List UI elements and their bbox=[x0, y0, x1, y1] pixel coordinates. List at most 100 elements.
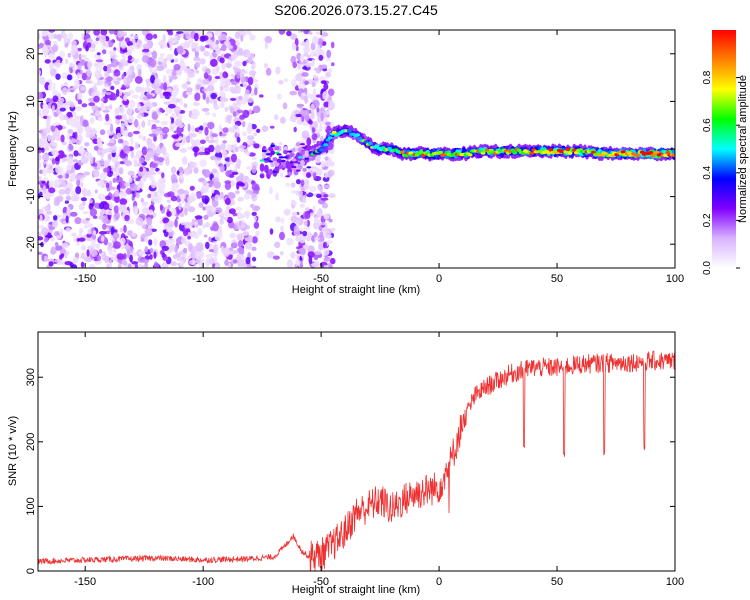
noise-cell bbox=[222, 247, 231, 256]
noise-cell bbox=[303, 30, 310, 35]
noise-cell bbox=[293, 228, 301, 237]
ridge-cell bbox=[363, 140, 369, 144]
ridge-cell bbox=[293, 161, 299, 164]
noise-cell bbox=[278, 141, 283, 146]
noise-cell bbox=[93, 256, 98, 262]
noise-cell bbox=[251, 265, 257, 268]
noise-cell bbox=[169, 95, 177, 104]
noise-cell bbox=[112, 172, 119, 177]
noise-cell bbox=[137, 103, 141, 111]
noise-cell bbox=[244, 241, 253, 250]
noise-cell bbox=[246, 139, 254, 145]
noise-cell bbox=[203, 72, 209, 79]
noise-cell bbox=[302, 66, 308, 70]
noise-cell bbox=[198, 129, 203, 135]
noise-cell bbox=[237, 197, 244, 202]
noise-cell bbox=[316, 193, 322, 199]
noise-cell bbox=[97, 148, 101, 156]
noise-cell bbox=[242, 109, 250, 119]
ridge-cell bbox=[387, 146, 392, 151]
noise-cell bbox=[118, 63, 123, 68]
noise-cell bbox=[222, 71, 228, 79]
noise-cell bbox=[205, 253, 213, 259]
noise-cell bbox=[113, 69, 121, 77]
noise-cell bbox=[129, 99, 136, 109]
noise-cell bbox=[275, 192, 279, 201]
ridge-cell bbox=[421, 153, 426, 157]
noise-cell bbox=[283, 208, 291, 216]
noise-cell bbox=[129, 219, 134, 224]
noise-cell bbox=[194, 215, 203, 220]
noise-cell bbox=[90, 47, 96, 52]
noise-cell bbox=[296, 253, 300, 260]
noise-cell bbox=[147, 193, 152, 199]
noise-cell bbox=[237, 259, 245, 268]
noise-cell bbox=[291, 79, 298, 88]
noise-cell bbox=[207, 85, 215, 92]
noise-cell bbox=[211, 186, 215, 194]
noise-cell bbox=[85, 217, 90, 221]
noise-cell bbox=[280, 217, 285, 224]
noise-cell bbox=[132, 94, 139, 99]
noise-cell bbox=[301, 130, 310, 139]
noise-cell bbox=[242, 131, 247, 136]
ridge-cell bbox=[480, 151, 486, 155]
noise-cell bbox=[128, 89, 135, 95]
y-tick-label: 0 bbox=[25, 568, 37, 574]
noise-cell bbox=[135, 217, 144, 226]
noise-cell bbox=[321, 106, 326, 110]
noise-cell bbox=[134, 141, 139, 150]
noise-cell bbox=[154, 194, 162, 204]
noise-cell bbox=[176, 45, 184, 55]
noise-cell bbox=[108, 186, 116, 191]
noise-cell bbox=[57, 175, 64, 179]
noise-cell bbox=[93, 40, 99, 45]
noise-cell bbox=[189, 259, 197, 265]
noise-cell bbox=[66, 195, 71, 201]
noise-cell bbox=[236, 126, 240, 134]
ridge-cell bbox=[554, 151, 560, 155]
noise-cell bbox=[313, 120, 318, 129]
noise-cell bbox=[59, 107, 66, 112]
noise-cell bbox=[139, 167, 144, 173]
noise-cell bbox=[95, 37, 100, 42]
noise-cell bbox=[133, 34, 139, 39]
noise-cell bbox=[199, 125, 204, 131]
noise-cell bbox=[199, 79, 204, 85]
noise-cell bbox=[168, 103, 176, 109]
ridge-cell bbox=[285, 175, 290, 178]
noise-cell bbox=[221, 62, 226, 71]
noise-cell bbox=[207, 139, 216, 144]
noise-cell bbox=[131, 39, 136, 44]
noise-cell bbox=[304, 179, 310, 186]
noise-cell bbox=[199, 159, 207, 168]
ridge-cell bbox=[399, 150, 405, 154]
noise-cell bbox=[181, 83, 189, 89]
noise-cell bbox=[211, 133, 218, 138]
noise-cell bbox=[171, 112, 177, 119]
noise-cell bbox=[202, 92, 206, 100]
noise-cell bbox=[64, 187, 71, 195]
noise-cell bbox=[236, 109, 244, 114]
noise-cell bbox=[297, 116, 302, 125]
noise-cell bbox=[247, 56, 253, 64]
noise-cell bbox=[161, 172, 165, 179]
noise-cell bbox=[93, 169, 100, 178]
noise-cell bbox=[253, 216, 257, 222]
noise-cell bbox=[214, 232, 223, 241]
noise-cell bbox=[116, 47, 120, 52]
noise-cell bbox=[194, 221, 199, 228]
noise-cell bbox=[214, 30, 223, 37]
noise-cell bbox=[194, 92, 201, 101]
noise-cell bbox=[193, 166, 199, 174]
noise-cell bbox=[159, 204, 163, 211]
noise-cell bbox=[236, 71, 241, 79]
noise-cell bbox=[219, 96, 225, 102]
noise-cell bbox=[91, 249, 98, 258]
noise-cell bbox=[77, 99, 83, 105]
noise-cell bbox=[156, 65, 164, 72]
noise-cell bbox=[323, 83, 329, 91]
ridge-cell bbox=[512, 151, 518, 155]
noise-cell bbox=[39, 214, 43, 222]
noise-cell bbox=[131, 195, 135, 201]
